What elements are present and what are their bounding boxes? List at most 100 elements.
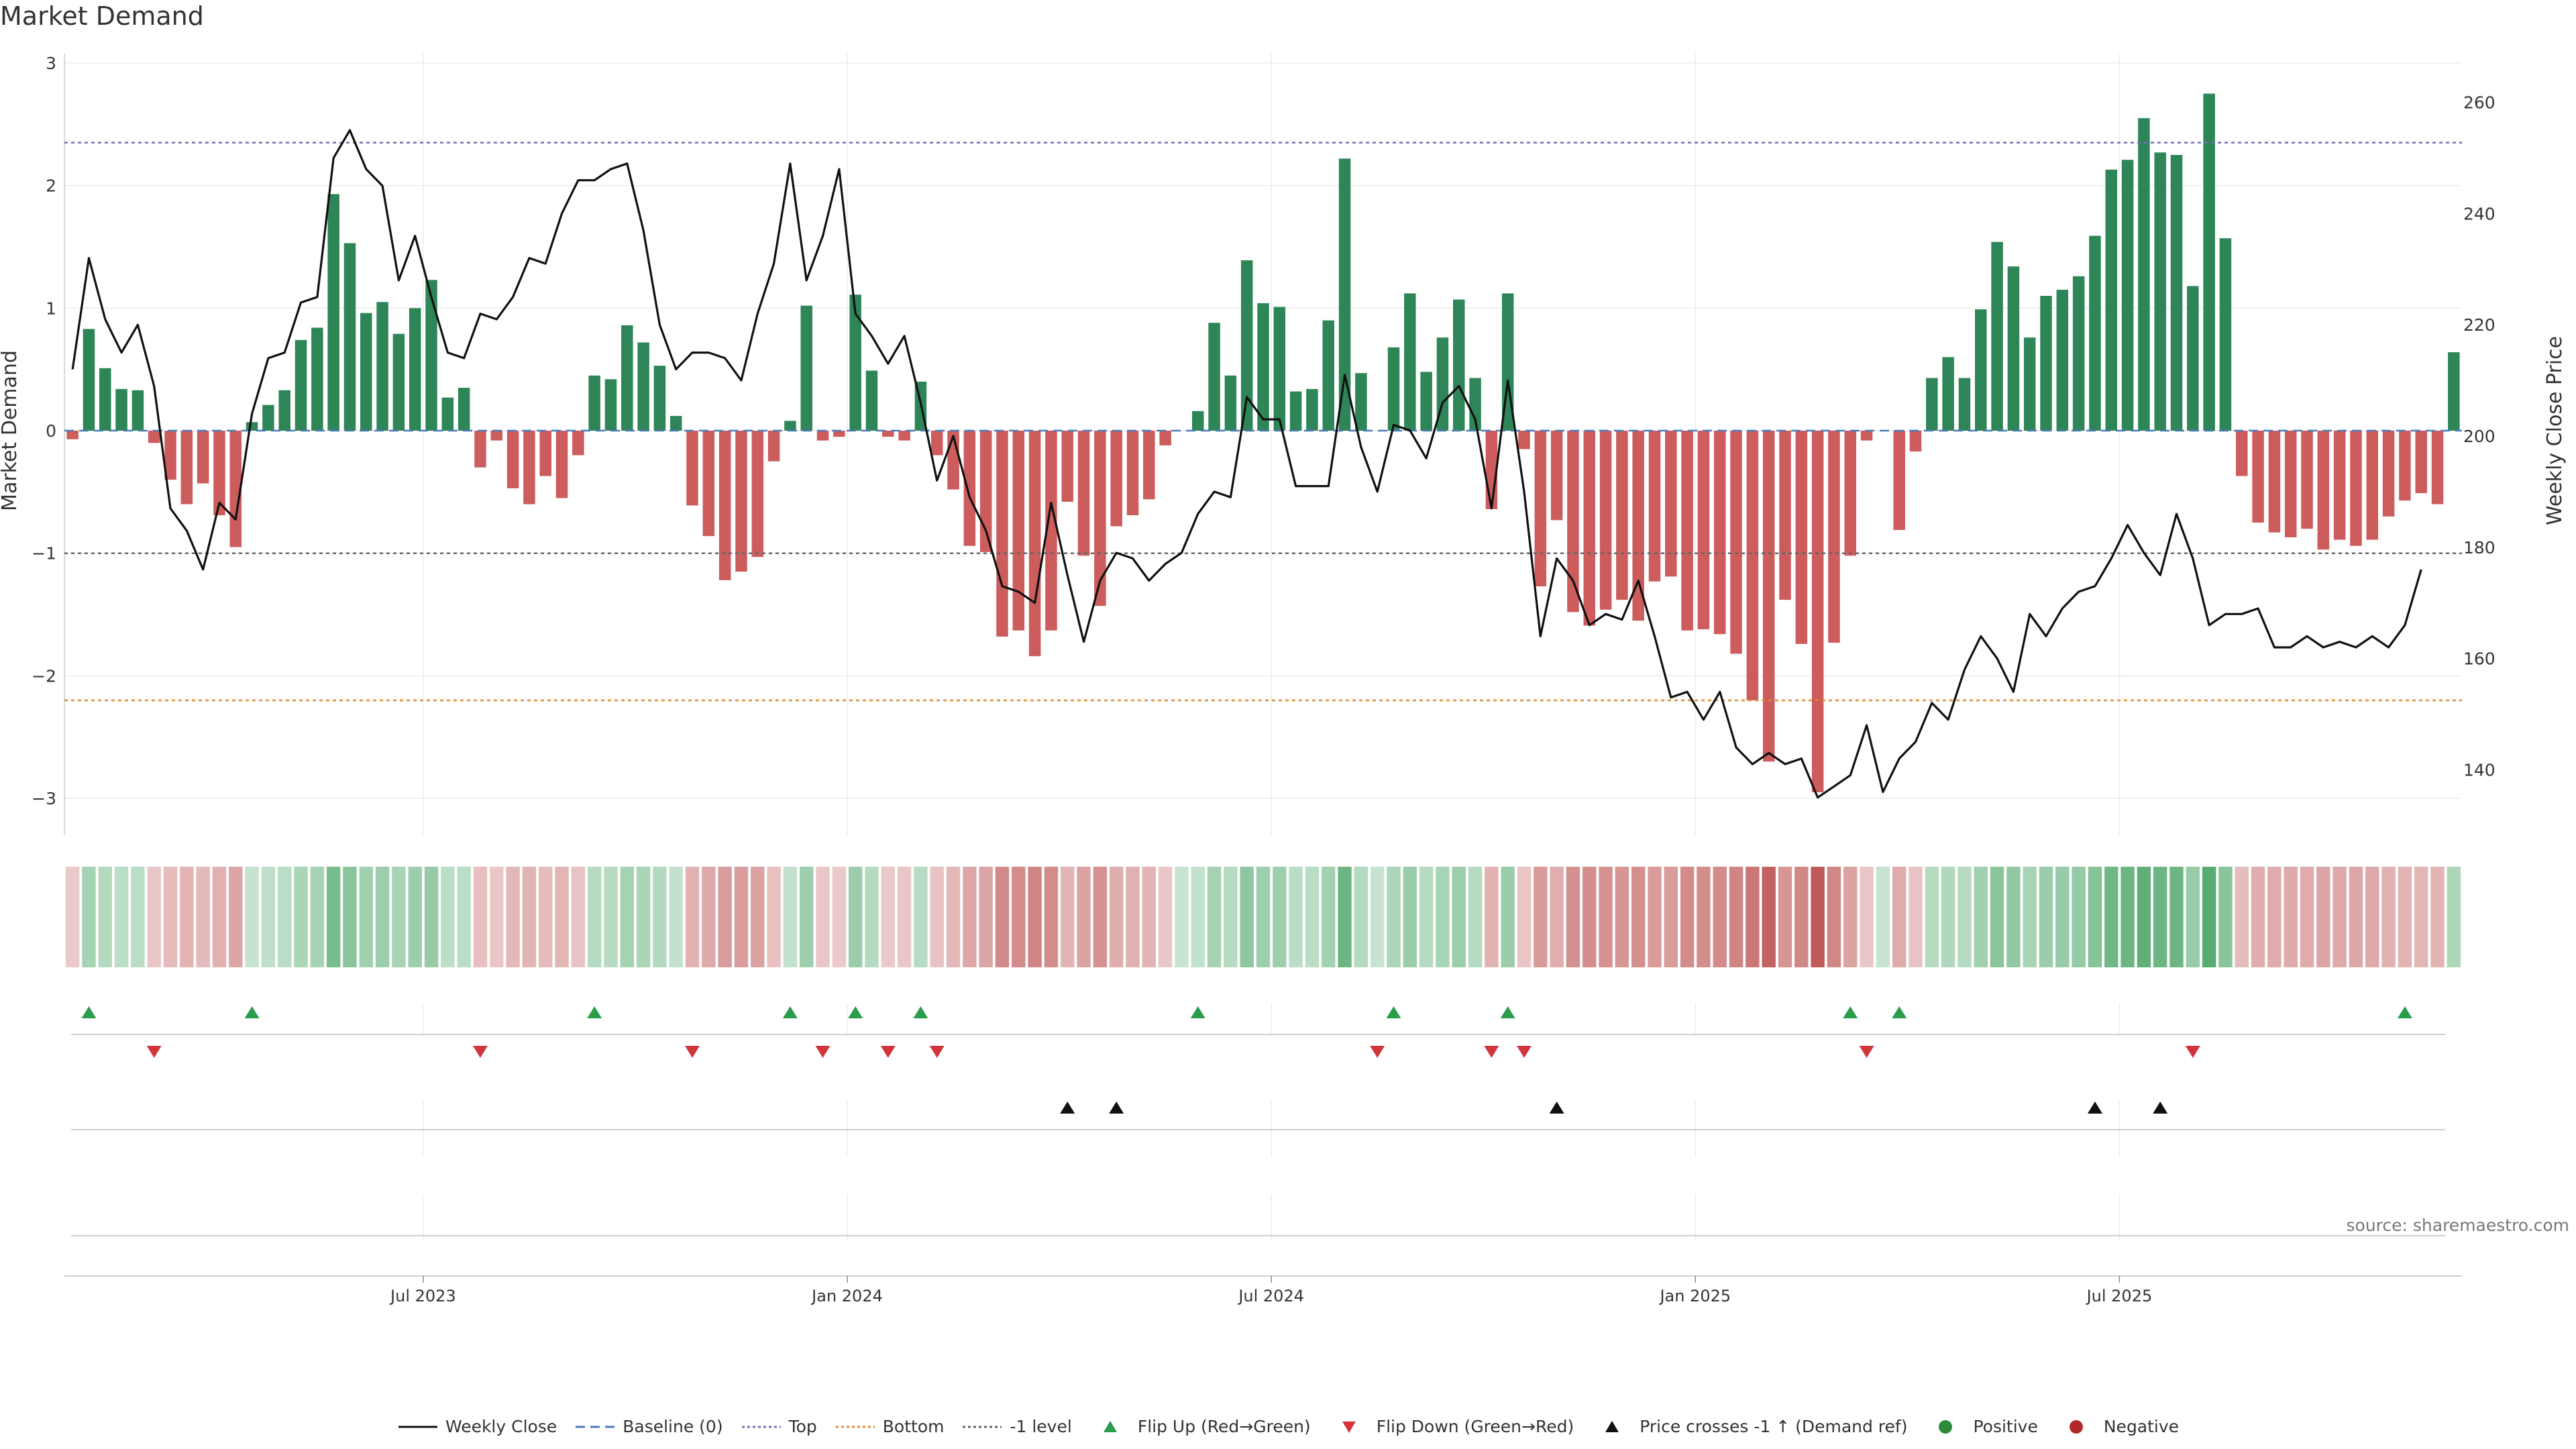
heat-cell: [1876, 867, 1890, 967]
y2-tick-label: 200: [2463, 427, 2496, 446]
heat-cell: [1794, 867, 1809, 967]
demand-bar: [1714, 431, 1726, 635]
flip-down-marker: [685, 1046, 700, 1058]
heat-cell: [1419, 867, 1434, 967]
demand-bar: [1518, 431, 1530, 449]
heat-cell: [1256, 867, 1271, 967]
demand-bar: [751, 431, 764, 557]
heat-cell: [1778, 867, 1792, 967]
demand-bar: [2284, 431, 2297, 537]
y2-axis-title: Weekly Close Price: [2543, 336, 2567, 525]
demand-bar: [1958, 378, 1971, 431]
heat-cell: [196, 867, 210, 967]
demand-bar: [2023, 337, 2036, 431]
heat-cell: [1224, 867, 1238, 967]
demand-bar: [1926, 378, 1938, 431]
demand-bar: [1567, 431, 1579, 612]
heat-cell: [147, 867, 161, 967]
demand-bar: [2252, 431, 2264, 523]
demand-bar: [1779, 431, 1791, 600]
demand-bar: [197, 431, 209, 484]
heat-cell: [2235, 867, 2249, 967]
heat-cell: [2365, 867, 2379, 967]
demand-bar: [1991, 241, 2003, 431]
demand-bar: [1942, 357, 1954, 431]
legend-label: Baseline (0): [623, 1417, 723, 1436]
heat-cell: [1175, 867, 1189, 967]
flip-down-marker: [1517, 1046, 1532, 1058]
heat-cell: [1044, 867, 1059, 967]
heat-cell: [65, 867, 80, 967]
heat-cell: [1485, 867, 1499, 967]
heat-cell: [326, 867, 341, 967]
heat-cell: [669, 867, 683, 967]
demand-bar: [2399, 431, 2411, 501]
demand-bar: [849, 294, 861, 431]
heat-cell: [1468, 867, 1483, 967]
legend-swatch: [1103, 1420, 1117, 1432]
y-axis-title: Market Demand: [0, 350, 21, 511]
heat-cell: [946, 867, 961, 967]
demand-bar: [979, 431, 992, 552]
heat-cell: [98, 867, 112, 967]
heat-cell: [734, 867, 749, 967]
heat-cell: [82, 867, 96, 967]
y-tick-label: −3: [32, 789, 56, 808]
heat-cell: [555, 867, 569, 967]
heat-cell: [2121, 867, 2135, 967]
heat-cell: [2088, 867, 2102, 967]
heat-cell: [1158, 867, 1173, 967]
legend-item: Weekly Close: [397, 1417, 557, 1436]
heat-cell: [1615, 867, 1629, 967]
heat-cell: [375, 867, 390, 967]
heat-cell: [212, 867, 227, 967]
legend-label: Price crosses -1 ↑ (Demand ref): [1640, 1417, 1908, 1436]
heat-cell: [424, 867, 439, 967]
demand-bar: [539, 431, 551, 476]
demand-bar: [572, 431, 584, 455]
flip-up-marker: [1190, 1006, 1205, 1018]
heat-cell: [1273, 867, 1287, 967]
demand-bar: [1126, 431, 1139, 516]
y2-tick-label: 260: [2463, 93, 2496, 113]
demand-bar: [409, 308, 421, 431]
demand-bar: [2366, 431, 2379, 540]
legend-item: Bottom: [835, 1417, 944, 1436]
heat-cell: [963, 867, 977, 967]
heat-cell: [1109, 867, 1124, 967]
demand-bar: [1191, 411, 1204, 431]
heat-cell: [685, 867, 700, 967]
x-tick-label: Jan 2024: [810, 1287, 883, 1305]
heat-cell: [359, 867, 374, 967]
demand-bar: [474, 431, 486, 468]
source-label: source: sharemaestro.com: [2346, 1216, 2570, 1235]
heat-cell: [1354, 867, 1368, 967]
heat-cell: [2186, 867, 2200, 967]
flip-up-marker: [1386, 1006, 1401, 1018]
heat-cell: [1925, 867, 1939, 967]
heat-cell: [2023, 867, 2037, 967]
heat-cell: [408, 867, 422, 967]
y2-tick-label: 180: [2463, 538, 2496, 557]
legend-item: Flip Down (Green→Red): [1328, 1417, 1574, 1436]
demand-bar: [246, 422, 258, 431]
flip-up-marker: [782, 1006, 798, 1018]
heat-cell: [1762, 867, 1776, 967]
heat-cell: [163, 867, 178, 967]
flip-up-marker: [913, 1006, 928, 1018]
heat-cell: [1452, 867, 1466, 967]
heat-cell: [2332, 867, 2347, 967]
heat-cell: [2430, 867, 2445, 967]
heat-cell: [1077, 867, 1091, 967]
demand-bar: [490, 431, 503, 441]
legend-item: -1 level: [961, 1417, 1072, 1436]
heat-cell: [2153, 867, 2167, 967]
demand-bar: [1762, 431, 1775, 762]
heat-cell: [1517, 867, 1532, 967]
demand-bar: [1632, 431, 1644, 621]
y2-tick-label: 160: [2463, 649, 2496, 669]
demand-bar: [2089, 235, 2101, 431]
demand-bar: [1257, 303, 1269, 431]
price-cross-marker: [2153, 1102, 2168, 1114]
heat-cell: [2300, 867, 2314, 967]
